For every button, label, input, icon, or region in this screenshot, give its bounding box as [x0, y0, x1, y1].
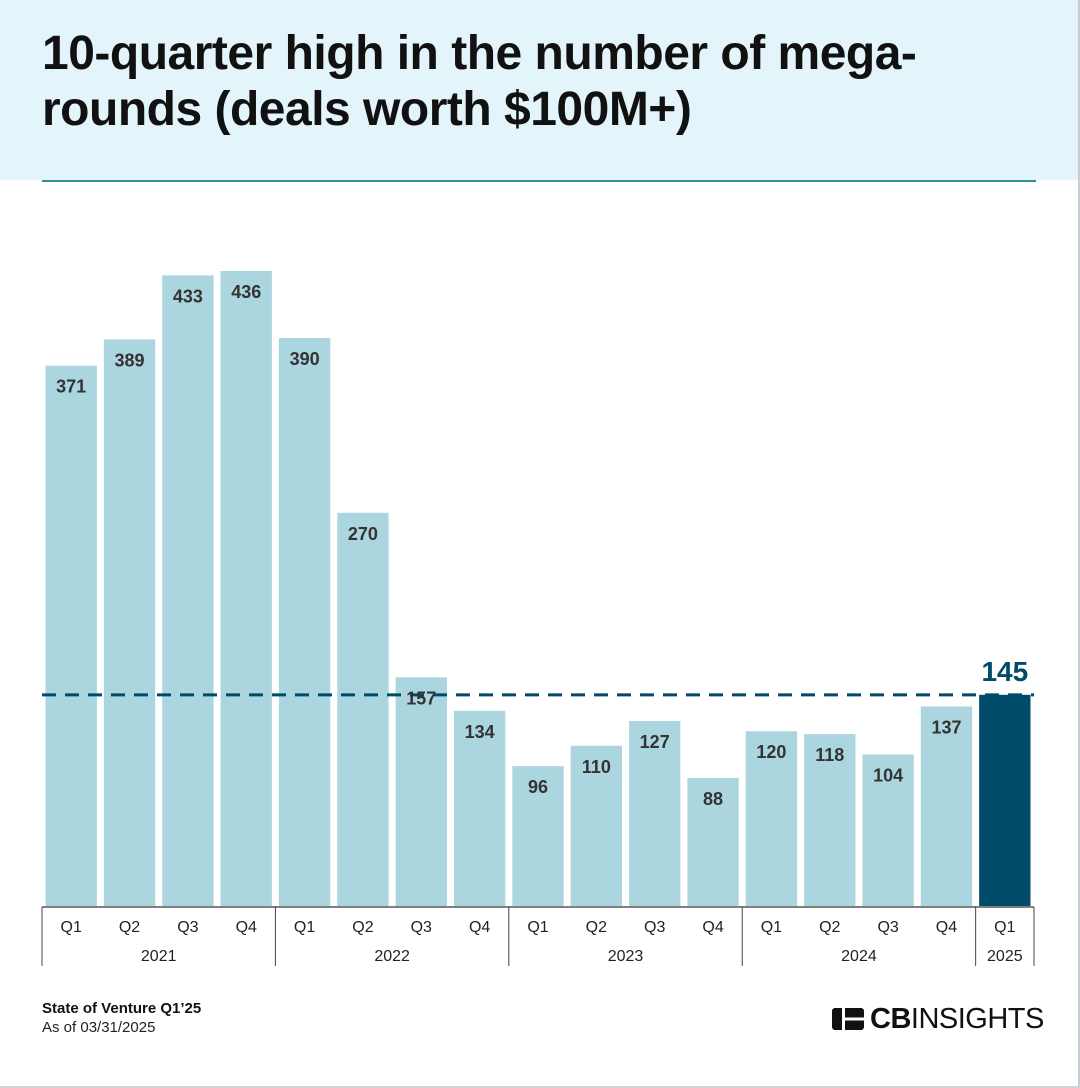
bar-11	[687, 777, 739, 906]
bar-0	[45, 365, 97, 906]
data-label-11: 88	[703, 789, 723, 809]
bar-15	[920, 706, 973, 906]
header-rule	[42, 180, 1036, 182]
x-tick-label-10: Q3	[644, 919, 665, 936]
x-tick-label-3: Q4	[236, 919, 257, 936]
x-tick-label-11: Q4	[702, 919, 723, 936]
data-label-4: 390	[290, 349, 320, 369]
group-label-2025: 2025	[987, 948, 1023, 965]
x-tick-label-13: Q2	[819, 919, 840, 936]
data-label-8: 96	[528, 777, 548, 797]
bar-5	[337, 512, 389, 906]
data-label-10: 127	[640, 732, 670, 752]
data-label-2: 433	[173, 286, 203, 306]
bar-1	[103, 339, 156, 906]
x-tick-label-8: Q1	[527, 919, 548, 936]
bar-8	[512, 766, 564, 906]
data-label-3: 436	[231, 282, 261, 302]
cb-insights-logo: CBINSIGHTS	[832, 1004, 1044, 1034]
x-tick-label-16: Q1	[994, 919, 1015, 936]
group-label-2024: 2024	[841, 948, 877, 965]
group-label-2021: 2021	[141, 948, 177, 965]
group-label-2022: 2022	[374, 948, 410, 965]
x-tick-label-14: Q3	[877, 919, 898, 936]
group-label-2023: 2023	[608, 948, 644, 965]
data-label-14: 104	[873, 766, 903, 786]
logo-wordmark: CBINSIGHTS	[870, 1003, 1044, 1035]
x-tick-label-7: Q4	[469, 919, 490, 936]
data-label-5: 270	[348, 524, 378, 544]
x-tick-label-4: Q1	[294, 919, 315, 936]
data-label-6: 157	[406, 688, 436, 708]
bar-4	[278, 338, 331, 906]
footer-date: As of 03/31/2025	[42, 1019, 156, 1036]
bar-3	[220, 271, 272, 906]
bar-2	[162, 275, 214, 906]
x-tick-label-2: Q3	[177, 919, 198, 936]
data-label-12: 120	[756, 742, 786, 762]
bar-7	[453, 710, 506, 906]
header-band	[0, 0, 1078, 180]
data-label-16: 145	[981, 656, 1028, 687]
data-label-13: 118	[815, 745, 844, 765]
data-label-15: 137	[931, 717, 961, 737]
x-tick-label-15: Q4	[936, 919, 957, 936]
x-tick-label-12: Q1	[761, 919, 782, 936]
cb-insights-logo-icon	[832, 1008, 864, 1030]
data-label-7: 134	[465, 722, 495, 742]
x-tick-label-9: Q2	[586, 919, 607, 936]
footer-source: State of Venture Q1’25	[42, 1000, 202, 1017]
x-tick-label-6: Q3	[411, 919, 432, 936]
bar-14	[862, 754, 914, 906]
x-tick-label-0: Q1	[61, 919, 82, 936]
data-label-0: 371	[56, 377, 86, 397]
data-label-1: 389	[115, 350, 145, 370]
bar-16	[979, 694, 1031, 906]
bar-10	[629, 721, 681, 906]
x-tick-label-1: Q2	[119, 919, 140, 936]
chart-title: 10-quarter high in the number of mega-ro…	[42, 27, 917, 136]
bar-9	[570, 745, 623, 906]
bar-13	[804, 734, 856, 906]
bar-6	[395, 677, 447, 906]
data-label-9: 110	[582, 757, 611, 777]
x-tick-label-5: Q2	[352, 919, 373, 936]
bar-12	[745, 731, 798, 906]
